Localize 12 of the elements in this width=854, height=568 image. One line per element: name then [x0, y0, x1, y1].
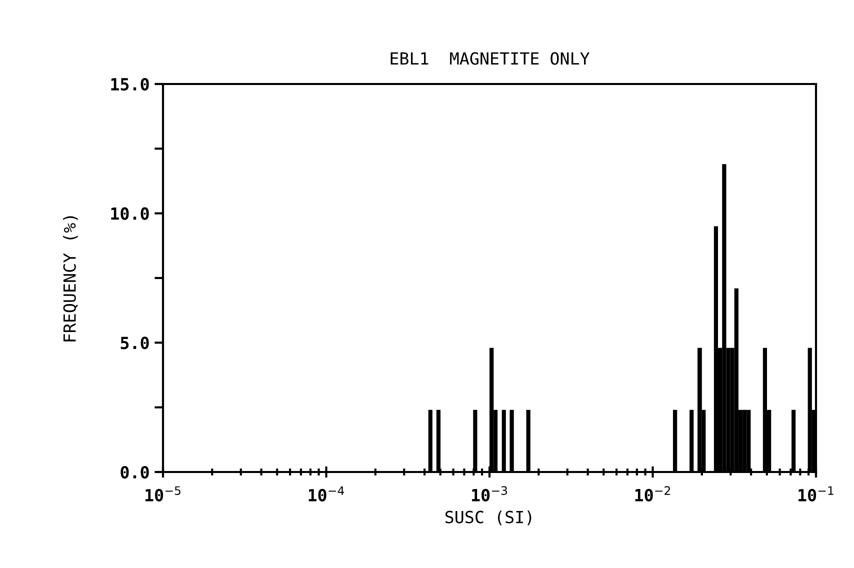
- x-tick-label: 10$^{−3}$: [472, 486, 507, 502]
- y-tick-label: 5.0: [120, 336, 149, 350]
- x-tick-label: 10$^{−4}$: [308, 486, 344, 502]
- chart-title: EBL1 MAGNETITE ONLY: [390, 52, 590, 65]
- x-tick-label: 10$^{−2}$: [635, 486, 670, 502]
- x-tick-label: 10$^{−1}$: [798, 486, 834, 502]
- y-axis-title: FREQUENCY (%): [63, 216, 78, 342]
- y-tick-label: 0.0: [120, 466, 149, 479]
- x-axis-title: SUSC (SI): [445, 510, 532, 526]
- y-tick-label: 10.0: [111, 207, 149, 220]
- y-tick-label: 15.0: [111, 78, 149, 91]
- x-tick-label: 10$^{−5}$: [146, 486, 180, 502]
